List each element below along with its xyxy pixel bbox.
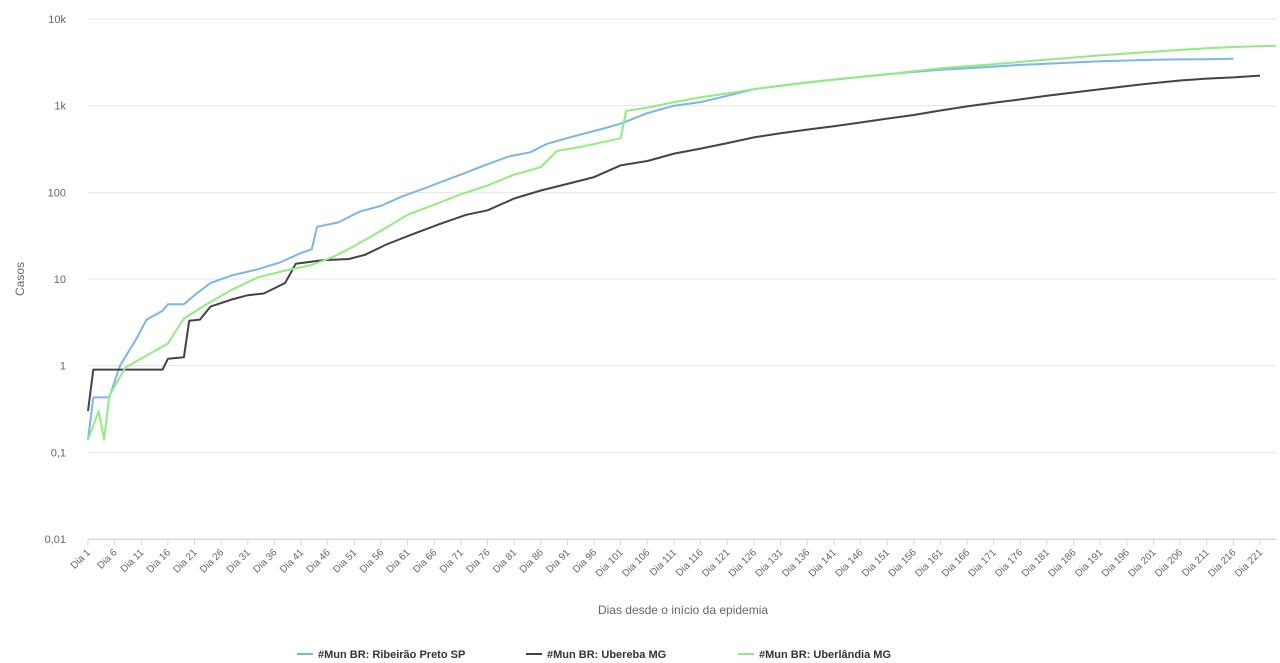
x-tick-label: Dia 11 xyxy=(119,547,147,575)
x-tick-label: Dia 166 xyxy=(940,547,972,579)
x-tick-label: Dia 186 xyxy=(1047,547,1079,579)
x-tick-label: Dia 146 xyxy=(833,547,865,579)
x-tick-label: Dia 161 xyxy=(913,547,945,579)
x-tick-label: Dia 71 xyxy=(438,547,467,576)
x-tick-label: Dia 66 xyxy=(411,547,440,576)
y-tick-label: 10 xyxy=(54,274,66,286)
y-axis-ticks: 0,01 0,1 1 10 100 1k 10k xyxy=(45,14,67,546)
x-tick-label: Dia 221 xyxy=(1233,547,1265,579)
x-tick-label: Dia 106 xyxy=(620,547,652,579)
series-lines xyxy=(87,44,1277,441)
y-tick-label: 0,1 xyxy=(51,447,66,459)
x-tick-label: Dia 111 xyxy=(648,547,679,578)
x-tick-label: Dia 51 xyxy=(331,547,360,576)
x-tick-label: Dia 176 xyxy=(993,547,1025,579)
y-tick-label: 100 xyxy=(48,187,66,199)
x-tick-label: Dia 81 xyxy=(491,547,520,576)
x-tick-label: Dia 131 xyxy=(754,547,786,579)
x-axis-title: Dias desde o início da epidemia xyxy=(598,603,768,617)
x-tick-label: Dia 36 xyxy=(251,547,280,576)
y-tick-label: 10k xyxy=(48,14,66,26)
x-tick-label: Dia 196 xyxy=(1100,547,1132,579)
y-tick-label: 0,01 xyxy=(45,534,66,546)
x-tick-label: Dia 1 xyxy=(69,547,94,572)
legend-label-2[interactable]: #Mun BR: Uberlândia MG xyxy=(759,649,891,661)
x-tick-label: Dia 181 xyxy=(1020,547,1052,579)
x-tick-label: Dia 41 xyxy=(278,547,307,576)
x-tick-label: Dia 21 xyxy=(171,547,200,576)
x-tick-label: Dia 171 xyxy=(967,547,999,579)
x-tick-label: Dia 101 xyxy=(594,547,626,579)
x-tick-label: Dia 91 xyxy=(544,547,573,576)
x-tick-label: Dia 201 xyxy=(1126,547,1158,579)
x-tick-label: Dia 141 xyxy=(807,547,839,579)
y-axis-title: Casos xyxy=(13,262,27,296)
y-tick-label: 1k xyxy=(54,101,66,113)
legend: #Mun BR: Ribeirão Preto SP #Mun BR: Ubere… xyxy=(297,649,891,661)
series-line-2[interactable] xyxy=(87,44,1277,441)
legend-label-0[interactable]: #Mun BR: Ribeirão Preto SP xyxy=(318,649,465,661)
x-tick-label: Dia 16 xyxy=(145,547,174,576)
series-line-1[interactable] xyxy=(87,74,1261,412)
x-tick-label: Dia 46 xyxy=(305,547,334,576)
x-tick-label: Dia 6 xyxy=(95,547,120,572)
grid-lines xyxy=(88,18,1276,540)
x-tick-label: Dia 31 xyxy=(225,547,254,576)
x-tick-label: Dia 211 xyxy=(1180,547,1212,579)
x-tick-label: Dia 126 xyxy=(727,547,759,579)
x-tick-label: Dia 156 xyxy=(887,547,919,579)
x-tick-label: Dia 206 xyxy=(1153,547,1185,579)
x-tick-label: Dia 76 xyxy=(464,547,493,576)
x-tick-label: Dia 136 xyxy=(780,547,812,579)
x-tick-label: Dia 191 xyxy=(1073,547,1105,579)
x-tick-label: Dia 86 xyxy=(518,547,547,576)
x-tick-label: Dia 56 xyxy=(358,547,387,576)
series-line-0[interactable] xyxy=(87,57,1234,440)
x-tick-label: Dia 121 xyxy=(700,547,732,579)
legend-label-1[interactable]: #Mun BR: Ubereba MG xyxy=(547,649,666,661)
x-tick-label: Dia 116 xyxy=(674,547,706,579)
x-tick-label: Dia 151 xyxy=(860,547,892,579)
x-tick-label: Dia 61 xyxy=(385,547,414,576)
x-tick-label: Dia 26 xyxy=(198,547,227,576)
y-tick-label: 1 xyxy=(60,361,66,373)
x-tick-label: Dia 216 xyxy=(1206,547,1238,579)
